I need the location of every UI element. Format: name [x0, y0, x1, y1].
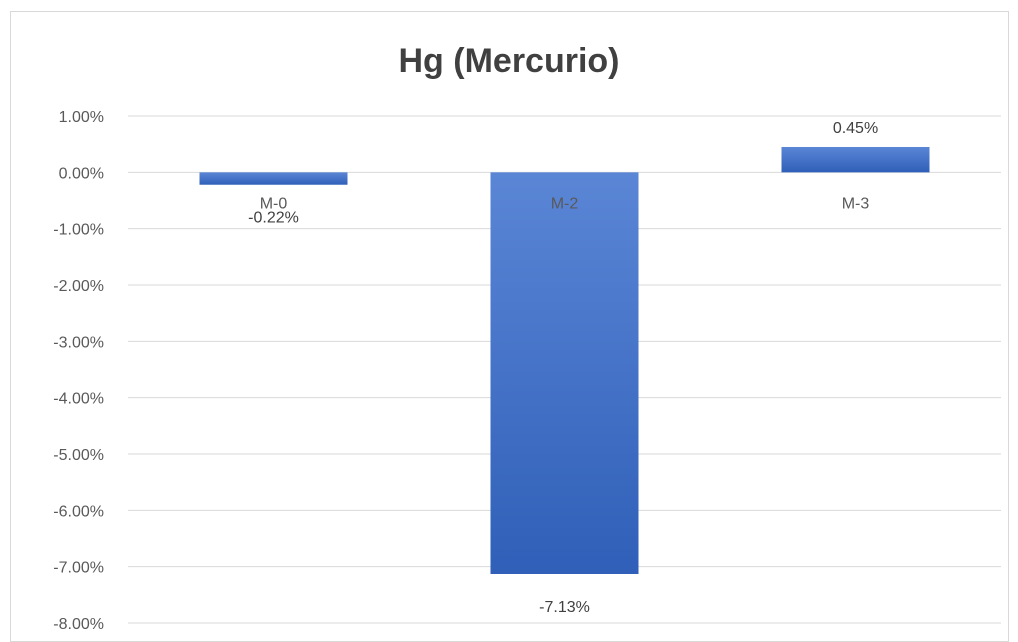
y-tick-label: -2.00%	[53, 278, 104, 295]
y-tick-label: -5.00%	[53, 447, 104, 464]
category-label: M-2	[551, 195, 579, 212]
bar-m-0	[199, 172, 348, 185]
y-tick-label: -7.00%	[53, 560, 104, 577]
category-labels: M-0 M-2 M-3	[260, 195, 870, 212]
bar-m-2	[490, 172, 639, 574]
category-label: M-0	[260, 195, 288, 212]
y-tick-label: 1.00%	[59, 109, 104, 126]
y-tick-label: -3.00%	[53, 334, 104, 351]
y-tick-label: -8.00%	[53, 616, 104, 633]
y-tick-label: -1.00%	[53, 222, 104, 239]
y-axis-tick-labels: 1.00% 0.00% -1.00% -2.00% -3.00% -4.00% -5.00%…	[53, 109, 104, 633]
data-label: -7.13%	[539, 599, 590, 616]
y-tick-label: -4.00%	[53, 391, 104, 408]
data-labels: -0.22% -7.13% 0.45%	[248, 120, 878, 616]
y-tick-label: -6.00%	[53, 503, 104, 520]
bar-m-3	[781, 146, 930, 173]
bars	[199, 146, 930, 574]
y-tick-label: 0.00%	[59, 165, 104, 182]
chart-title: Hg (Mercurio)	[398, 42, 620, 80]
data-label: 0.45%	[833, 120, 878, 137]
data-label: -0.22%	[248, 210, 299, 227]
category-label: M-3	[842, 195, 870, 212]
